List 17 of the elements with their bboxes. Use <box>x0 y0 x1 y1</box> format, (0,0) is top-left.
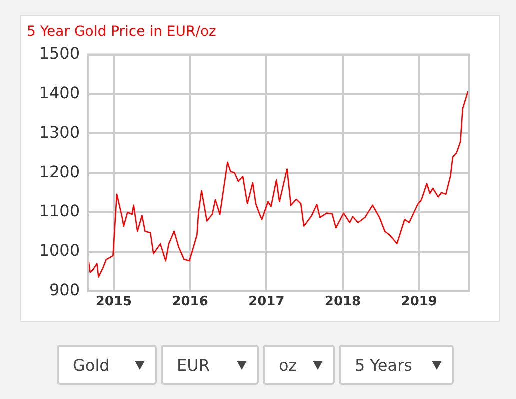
dropdown: Gold <box>57 345 157 385</box>
dropdown: EUR <box>161 345 259 385</box>
y-tick-label: 1100 <box>39 202 80 221</box>
y-tick-label: 1400 <box>39 83 80 102</box>
y-tick-label: 1200 <box>39 162 80 182</box>
chart-title: 5 Year Gold Price in EUR/oz <box>27 24 216 40</box>
y-tick-label: 1300 <box>39 122 80 142</box>
dropdown: 5 Years <box>339 345 454 385</box>
x-tick-label: 2017 <box>248 294 285 310</box>
x-tick-label: 2016 <box>172 294 208 310</box>
y-tick-label: 900 <box>49 280 80 300</box>
y-tick-label: 1000 <box>39 241 80 260</box>
x-tick-label: 2018 <box>324 294 362 310</box>
y-tick-label: 1500 <box>39 44 80 63</box>
x-tick-label: 2015 <box>96 294 132 310</box>
x-tick-label: 2019 <box>401 294 438 310</box>
dropdown: oz <box>263 345 335 385</box>
